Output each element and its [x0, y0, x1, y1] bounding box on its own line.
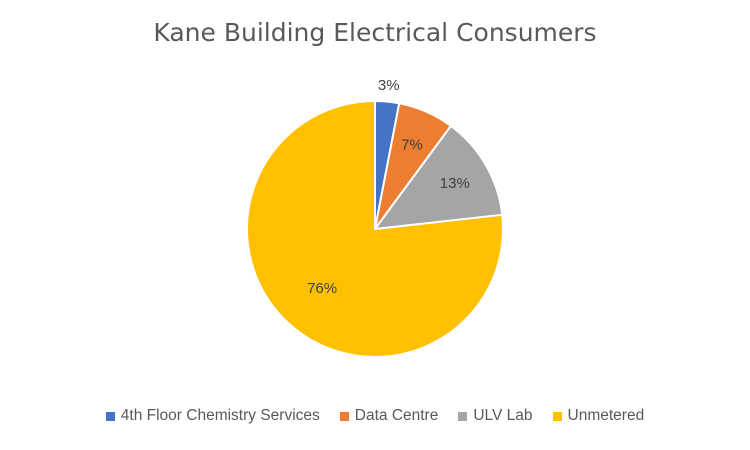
legend: 4th Floor Chemistry Services Data Centre… — [0, 407, 750, 425]
data-label: 76% — [307, 280, 337, 297]
data-label: 13% — [440, 175, 470, 192]
data-label: 7% — [401, 137, 423, 154]
data-label: 3% — [378, 77, 400, 94]
legend-swatch — [552, 411, 562, 421]
legend-swatch — [105, 411, 115, 421]
legend-label: 4th Floor Chemistry Services — [120, 407, 320, 424]
legend-label: Unmetered — [567, 407, 645, 424]
legend-item-ulv-lab: ULV Lab — [458, 407, 533, 425]
chart-title: Kane Building Electrical Consumers — [153, 18, 597, 47]
legend-swatch — [339, 411, 349, 421]
legend-swatch — [458, 411, 468, 421]
legend-label: ULV Lab — [473, 407, 533, 424]
legend-item-data-centre: Data Centre — [339, 407, 439, 425]
legend-item-4th-floor-chemistry-services: 4th Floor Chemistry Services — [105, 407, 320, 425]
pie-slice-unmetered — [246, 99, 504, 358]
legend-item-unmetered: Unmetered — [552, 407, 645, 425]
legend-label: Data Centre — [354, 407, 439, 424]
pie-slice-ulv-lab — [372, 124, 504, 231]
